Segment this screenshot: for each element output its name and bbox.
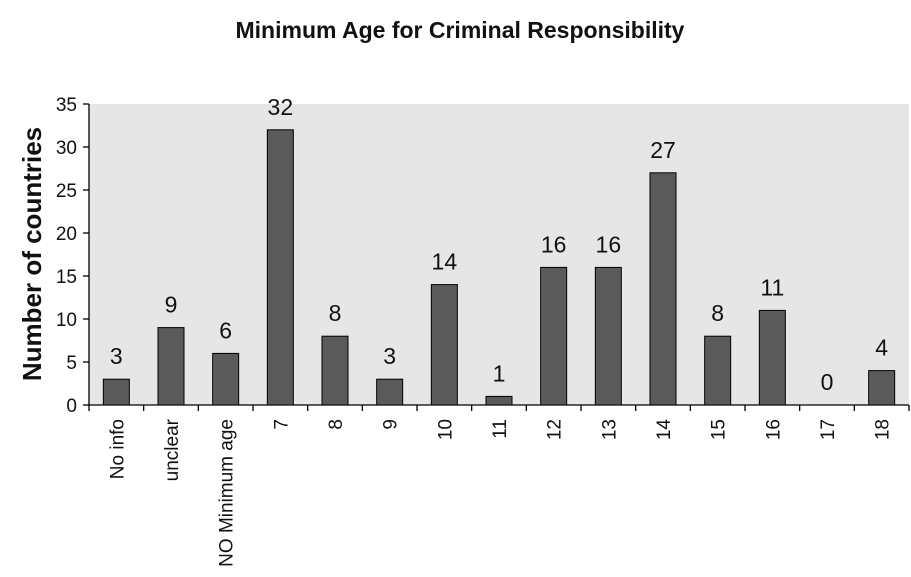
x-tick-label: unclear	[162, 418, 183, 481]
bars	[102, 129, 896, 406]
x-tick-label: 13	[599, 419, 620, 440]
data-label: 9	[165, 292, 178, 318]
x-tick-label: 15	[709, 419, 730, 440]
bar	[102, 378, 130, 406]
data-label: 27	[650, 137, 676, 163]
data-label: 8	[711, 300, 724, 326]
bar	[758, 309, 786, 406]
bar	[157, 327, 185, 406]
x-tick-label: 17	[818, 419, 839, 440]
x-tick-label: 12	[545, 419, 566, 440]
x-tick-label: 9	[381, 419, 402, 430]
data-label: 3	[110, 343, 123, 369]
bar	[868, 370, 896, 406]
y-tick-label: 30	[56, 138, 77, 159]
data-labels: 3 9 6 32 8 3 14 1 16 16 27 8 11 0 4	[110, 94, 888, 395]
bar	[704, 335, 732, 406]
data-label: 32	[268, 94, 294, 120]
data-label: 0	[821, 369, 834, 395]
x-tick-label: 14	[654, 419, 675, 441]
y-tick-label: 15	[56, 267, 77, 288]
data-label: 8	[329, 300, 342, 326]
y-tick-label: 20	[56, 224, 77, 245]
data-label: 11	[760, 274, 784, 300]
bar	[594, 266, 622, 406]
bar	[376, 378, 404, 406]
x-tick-label: NO Minimum age	[217, 419, 238, 567]
y-tick-label: 10	[56, 310, 77, 331]
data-label: 16	[541, 231, 567, 257]
x-tick-label: 18	[873, 419, 894, 440]
x-tick-label: 11	[490, 419, 511, 439]
y-axis: 0 5 10 15 20 25 30 35	[56, 95, 90, 417]
data-label: 1	[493, 360, 506, 386]
bar	[321, 335, 349, 406]
bar	[430, 284, 458, 406]
y-tick-label: 25	[56, 181, 77, 202]
bar	[266, 129, 294, 406]
bar	[649, 172, 677, 406]
x-tick-label: 8	[326, 419, 347, 430]
bar	[485, 395, 513, 406]
x-tick-label: 16	[763, 419, 784, 440]
data-label: 3	[383, 343, 396, 369]
y-tick-label: 5	[66, 353, 77, 374]
x-tick-label: 10	[435, 419, 456, 440]
bar	[540, 266, 568, 406]
y-tick-label: 35	[56, 95, 77, 116]
x-axis: No info unclear NO Minimum age 7 8 9 10 11 12 13 1…	[88, 404, 910, 567]
data-label: 14	[432, 249, 458, 275]
x-tick-label: No info	[107, 419, 128, 479]
y-axis-label: Number of countries	[17, 127, 47, 381]
y-tick-label: 0	[66, 396, 77, 417]
data-label: 6	[219, 317, 232, 343]
x-tick-label: 7	[271, 419, 292, 430]
chart-title: Minimum Age for Criminal Responsibility	[236, 17, 685, 43]
data-label: 4	[875, 335, 888, 361]
bar	[212, 352, 240, 406]
data-label: 16	[596, 231, 622, 257]
